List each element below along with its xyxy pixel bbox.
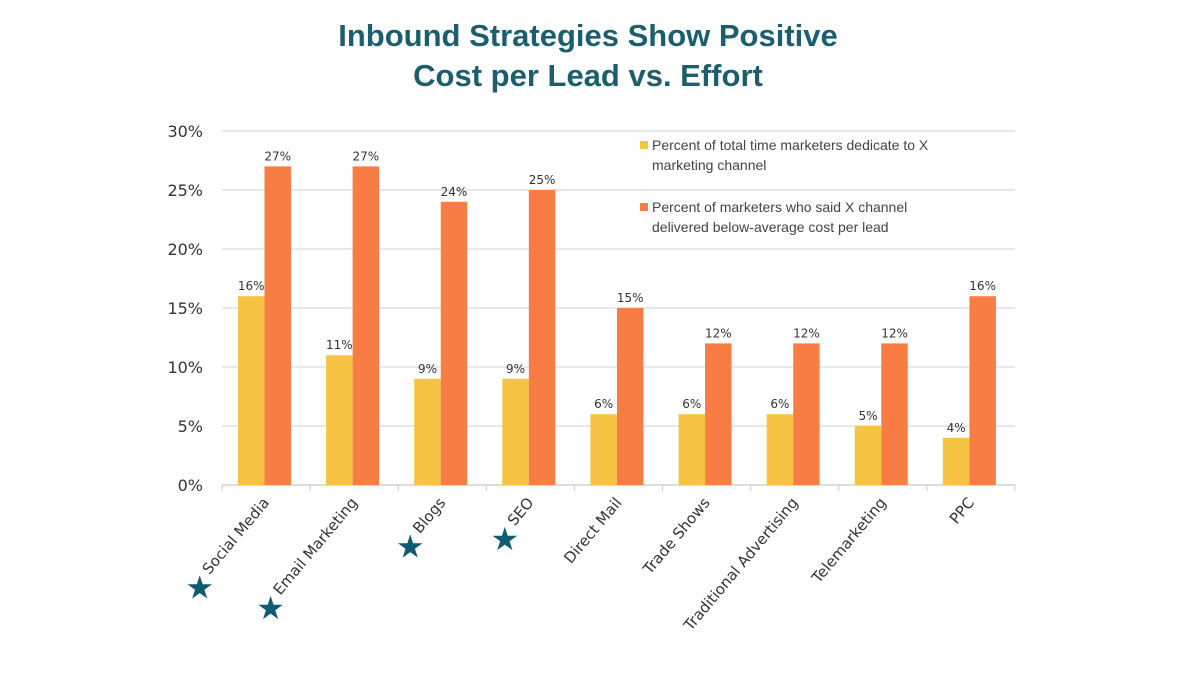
bar-time-social-media [238, 296, 265, 485]
chart-title-line-1: Inbound Strategies Show Positive [338, 18, 838, 53]
data-label: 12% [705, 326, 732, 340]
y-tick-label: 0% [178, 476, 203, 495]
bar-time-traditional-advertising [766, 414, 794, 485]
data-label: 25% [529, 173, 556, 187]
star-icon: ★ [256, 589, 285, 627]
chart-title: Inbound Strategies Show Positive Cost pe… [0, 16, 1176, 96]
data-label: 27% [353, 149, 380, 163]
data-label: 6% [594, 397, 613, 411]
category-label: Social Media [199, 494, 273, 578]
star-icon: ★ [185, 568, 214, 606]
legend-swatch [640, 141, 648, 149]
category-label: Telemarketing [808, 494, 890, 587]
y-tick-label: 30% [167, 122, 203, 141]
bar-cost-social-media [264, 166, 291, 485]
bar-cost-seo [528, 190, 556, 485]
bar-time-seo [502, 378, 529, 485]
bar-time-blogs [414, 378, 441, 485]
data-label: 11% [326, 338, 353, 352]
data-label: 9% [418, 362, 437, 376]
bar-time-trade-shows [678, 414, 706, 485]
y-tick-label: 5% [178, 417, 203, 436]
bar-time-ppc [942, 437, 970, 485]
bar-time-direct-mail [590, 414, 617, 485]
legend-label: marketing channel [652, 157, 766, 173]
bar-cost-email-marketing [352, 166, 380, 485]
y-tick-label: 25% [167, 181, 203, 200]
category-label: Trade Shows [639, 494, 714, 579]
data-label: 16% [969, 279, 996, 293]
data-label: 12% [793, 326, 820, 340]
legend-swatch [640, 203, 648, 211]
y-tick-label: 15% [167, 299, 203, 318]
data-label: 15% [617, 291, 644, 305]
legend-label: delivered below-average cost per lead [652, 219, 889, 235]
bar-time-email-marketing [326, 355, 353, 485]
category-label: Direct Mail [560, 494, 625, 567]
bar-cost-traditional-advertising [793, 343, 820, 485]
data-label: 6% [770, 397, 789, 411]
bar-cost-direct-mail [616, 308, 644, 485]
data-label: 9% [506, 362, 525, 376]
legend-label: Percent of total time marketers dedicate… [652, 137, 929, 153]
data-label: 6% [682, 397, 701, 411]
data-label: 5% [859, 409, 878, 423]
bar-cost-blogs [440, 201, 468, 486]
data-label: 27% [264, 149, 291, 163]
category-label: Email Marketing [270, 494, 362, 598]
legend-label: Percent of marketers who said X channel [652, 199, 907, 215]
data-label: 24% [441, 185, 468, 199]
y-tick-label: 20% [167, 240, 203, 259]
star-icon: ★ [491, 520, 520, 558]
star-icon: ★ [396, 528, 425, 566]
data-label: 16% [238, 279, 265, 293]
data-label: 4% [947, 421, 966, 435]
chart-title-line-2: Cost per Lead vs. Effort [413, 58, 763, 93]
data-label: 12% [881, 326, 908, 340]
bar-cost-telemarketing [881, 343, 908, 485]
bar-cost-ppc [969, 296, 996, 485]
bar-time-telemarketing [854, 426, 882, 485]
category-label: PPC [946, 494, 978, 527]
y-tick-label: 10% [167, 358, 203, 377]
bar-cost-trade-shows [705, 343, 732, 485]
